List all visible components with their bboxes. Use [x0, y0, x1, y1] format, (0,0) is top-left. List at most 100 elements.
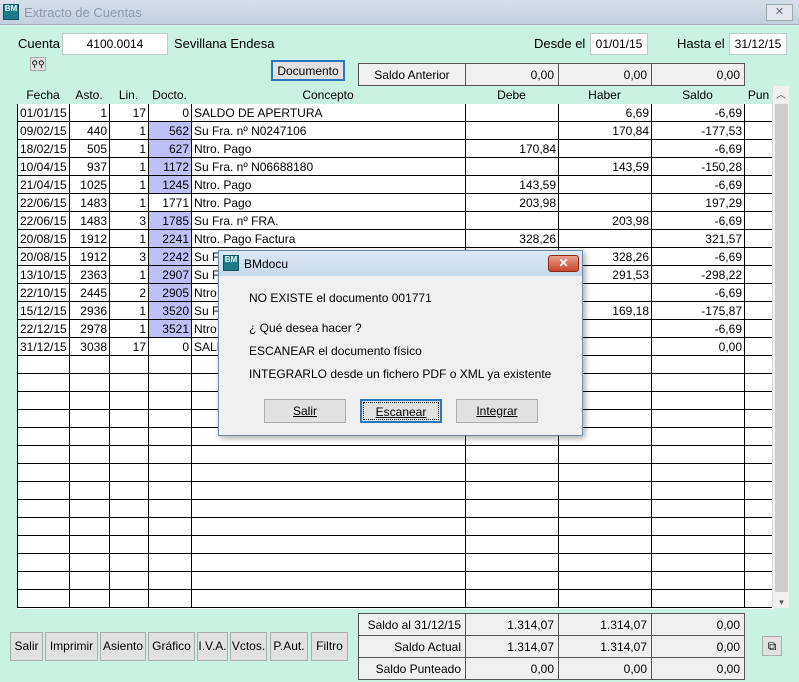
cell-fecha[interactable] — [17, 589, 70, 608]
cell-pun[interactable] — [744, 571, 773, 590]
cell-docto[interactable]: 2241 — [148, 229, 192, 248]
column-header-6[interactable]: Haber — [588, 88, 621, 102]
cell-concepto[interactable]: Ntro. Pago — [191, 193, 466, 212]
cell-concepto[interactable]: Su Fra. nº N0247106 — [191, 121, 466, 140]
cell-saldo[interactable]: -6,69 — [651, 175, 745, 194]
cell-saldo[interactable]: -6,69 — [651, 247, 745, 266]
column-header-0[interactable]: Fecha — [26, 88, 60, 102]
cuenta-input[interactable]: 4100.0014 — [62, 33, 168, 55]
cell-debe[interactable] — [465, 104, 559, 122]
table-row[interactable]: 09/02/15 440 1 562 Su Fra. nº N0247106 170,84… — [17, 121, 773, 140]
cell-fecha[interactable] — [17, 553, 70, 572]
table-row[interactable] — [17, 463, 773, 482]
cell-concepto[interactable] — [191, 463, 466, 482]
cell-debe[interactable] — [465, 589, 559, 608]
cell-pun[interactable] — [744, 463, 773, 482]
cell-pun[interactable] — [744, 121, 773, 140]
documento-button[interactable]: Documento — [271, 60, 345, 81]
cell-lin[interactable] — [109, 535, 149, 554]
cell-docto[interactable]: 1245 — [148, 175, 192, 194]
cell-docto[interactable]: 2907 — [148, 265, 192, 284]
cell-lin[interactable] — [109, 571, 149, 590]
cell-asto[interactable] — [69, 373, 110, 392]
cell-haber[interactable]: 143,59 — [558, 157, 652, 176]
cell-lin[interactable] — [109, 391, 149, 410]
cell-pun[interactable] — [744, 157, 773, 176]
cell-haber[interactable] — [558, 535, 652, 554]
cell-docto[interactable]: 3520 — [148, 301, 192, 320]
cell-lin[interactable] — [109, 355, 149, 374]
cell-concepto[interactable]: SALDO DE APERTURA — [191, 104, 466, 122]
cell-haber[interactable] — [558, 571, 652, 590]
cell-pun[interactable] — [744, 139, 773, 158]
cell-saldo[interactable] — [651, 463, 745, 482]
cell-fecha[interactable]: 20/08/15 — [17, 229, 70, 248]
cell-docto[interactable] — [148, 391, 192, 410]
cell-pun[interactable] — [744, 553, 773, 572]
cell-debe[interactable] — [465, 517, 559, 536]
cell-docto[interactable] — [148, 589, 192, 608]
column-header-7[interactable]: Saldo — [682, 88, 713, 102]
cell-saldo[interactable]: -6,69 — [651, 211, 745, 230]
button-vctos[interactable]: Vctos. — [230, 632, 267, 661]
cell-asto[interactable]: 2936 — [69, 301, 110, 320]
cell-docto[interactable] — [148, 517, 192, 536]
cell-haber[interactable] — [558, 445, 652, 464]
cell-fecha[interactable] — [17, 445, 70, 464]
dialog-escanear-button[interactable]: Escanear — [360, 399, 442, 423]
cell-lin[interactable]: 3 — [109, 211, 149, 230]
cell-asto[interactable]: 937 — [69, 157, 110, 176]
cell-saldo[interactable] — [651, 499, 745, 518]
cell-lin[interactable]: 1 — [109, 175, 149, 194]
cell-pun[interactable] — [744, 445, 773, 464]
table-row[interactable]: 22/06/15 1483 1 1771 Ntro. Pago 203,98 197,29 — [17, 193, 773, 212]
cell-pun[interactable] — [744, 104, 773, 122]
button-imprimir[interactable]: Imprimir — [45, 632, 98, 661]
cell-saldo[interactable] — [651, 481, 745, 500]
cell-docto[interactable]: 2905 — [148, 283, 192, 302]
cell-saldo[interactable] — [651, 553, 745, 572]
cell-fecha[interactable]: 10/04/15 — [17, 157, 70, 176]
cell-debe[interactable]: 203,98 — [465, 193, 559, 212]
button-asiento[interactable]: Asiento — [100, 632, 146, 661]
desde-input[interactable]: 01/01/15 — [590, 33, 648, 55]
cell-fecha[interactable]: 22/06/15 — [17, 211, 70, 230]
cell-pun[interactable] — [744, 319, 773, 338]
cell-asto[interactable] — [69, 409, 110, 428]
column-header-3[interactable]: Docto. — [152, 88, 187, 102]
column-header-4[interactable]: Concepto — [302, 88, 354, 102]
cell-pun[interactable] — [744, 283, 773, 302]
cell-docto[interactable]: 562 — [148, 121, 192, 140]
table-row[interactable] — [17, 589, 773, 608]
cell-docto[interactable] — [148, 463, 192, 482]
cell-asto[interactable] — [69, 355, 110, 374]
cell-fecha[interactable] — [17, 427, 70, 446]
cell-fecha[interactable] — [17, 517, 70, 536]
cell-lin[interactable]: 1 — [109, 301, 149, 320]
cell-lin[interactable] — [109, 463, 149, 482]
cell-pun[interactable] — [744, 211, 773, 230]
cell-debe[interactable] — [465, 499, 559, 518]
button-salir[interactable]: Salir — [10, 632, 43, 661]
cell-debe[interactable] — [465, 481, 559, 500]
cell-haber[interactable] — [558, 499, 652, 518]
column-header-1[interactable]: Asto. — [75, 88, 103, 102]
button-paut[interactable]: P.Aut. — [270, 632, 308, 661]
cell-concepto[interactable]: Ntro. Pago Factura — [191, 229, 466, 248]
cell-saldo[interactable]: -177,53 — [651, 121, 745, 140]
cell-concepto[interactable]: Ntro. Pago — [191, 175, 466, 194]
cell-docto[interactable]: 3521 — [148, 319, 192, 338]
cell-lin[interactable]: 17 — [109, 104, 149, 122]
cell-saldo[interactable]: 321,57 — [651, 229, 745, 248]
cell-asto[interactable]: 2978 — [69, 319, 110, 338]
cell-haber[interactable] — [558, 193, 652, 212]
cell-docto[interactable]: 2242 — [148, 247, 192, 266]
hasta-input[interactable]: 31/12/15 — [729, 33, 787, 55]
cell-concepto[interactable]: Su Fra. nº FRA. — [191, 211, 466, 230]
cell-haber[interactable] — [558, 517, 652, 536]
cell-lin[interactable]: 1 — [109, 229, 149, 248]
cell-lin[interactable] — [109, 373, 149, 392]
cell-saldo[interactable]: -6,69 — [651, 283, 745, 302]
cell-fecha[interactable]: 13/10/15 — [17, 265, 70, 284]
cell-fecha[interactable]: 21/04/15 — [17, 175, 70, 194]
